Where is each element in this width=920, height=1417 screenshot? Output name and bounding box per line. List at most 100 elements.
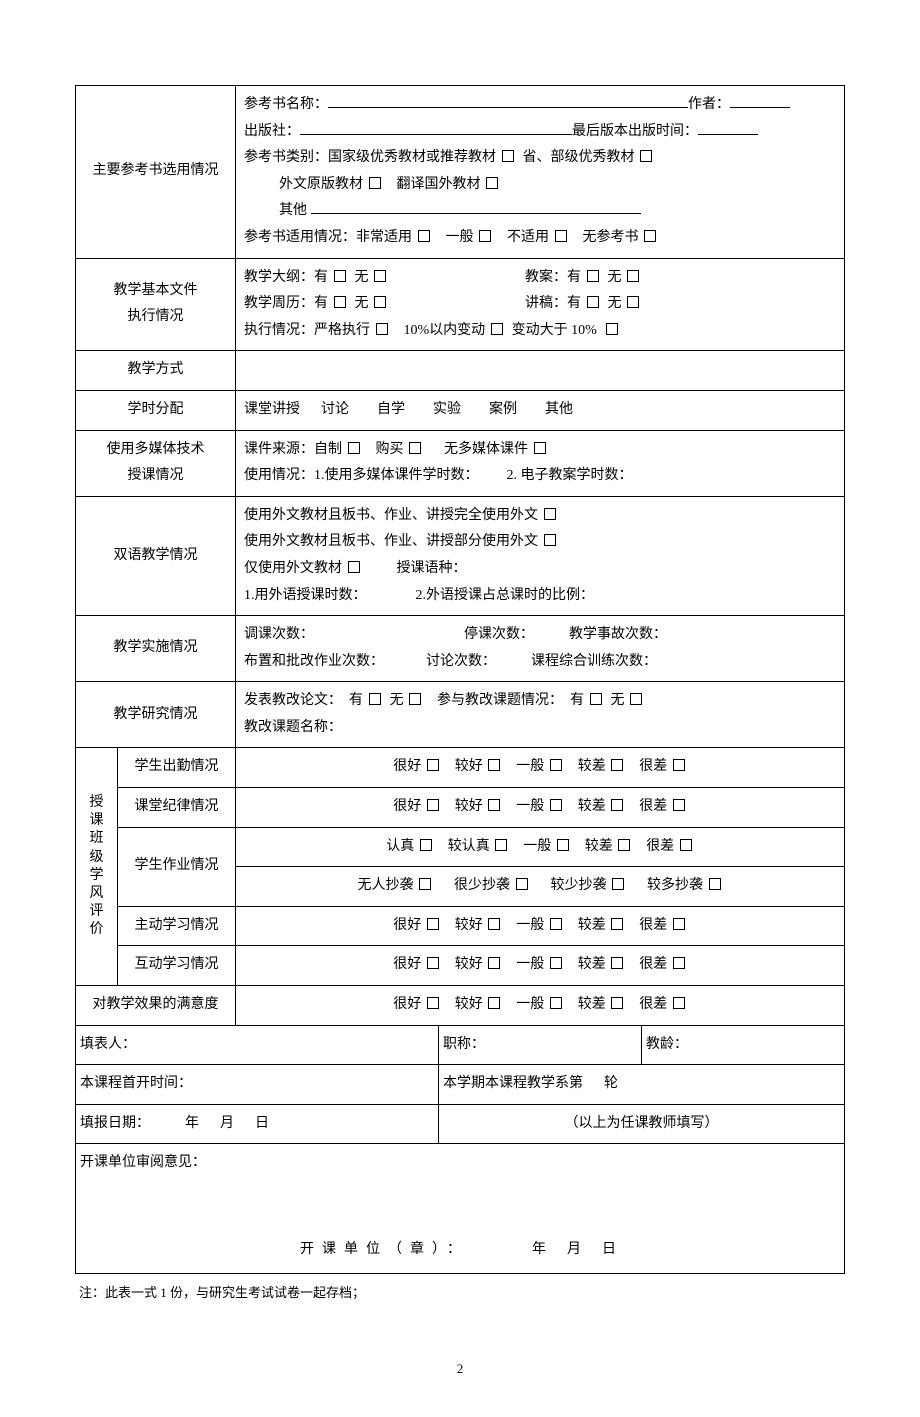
checkbox[interactable] xyxy=(334,296,346,308)
checkbox[interactable] xyxy=(374,296,386,308)
checkbox[interactable] xyxy=(488,918,500,930)
refbook-name-label: 参考书名称： xyxy=(244,97,328,112)
checkbox[interactable] xyxy=(418,230,430,242)
page-number: 2 xyxy=(75,1361,845,1377)
checkbox[interactable] xyxy=(611,997,623,1009)
hours-content: 课堂讲授 讨论 自学 实验 案例 其他 xyxy=(236,390,845,430)
refbook-name-line xyxy=(328,93,688,108)
checkbox[interactable] xyxy=(550,799,562,811)
checkbox[interactable] xyxy=(534,442,546,454)
checkbox[interactable] xyxy=(606,323,618,335)
checkbox[interactable] xyxy=(374,270,386,282)
checkbox[interactable] xyxy=(557,839,569,851)
review-cell: 开课单位审阅意见： 开课单位（章）： 年 月 日 xyxy=(76,1144,845,1274)
refbook-fit-label: 参考书适用情况：非常适用 xyxy=(244,230,412,245)
checkbox[interactable] xyxy=(427,799,439,811)
eval-inter-label: 互动学习情况 xyxy=(118,946,236,986)
refbook-author-line xyxy=(730,93,790,108)
refbook-pubtime-line xyxy=(698,119,758,134)
refbook-author-label: 作者： xyxy=(688,97,730,112)
checkbox[interactable] xyxy=(709,878,721,890)
eval-hw-opts1: 认真 较认真 一般 较差 很差 xyxy=(236,827,845,867)
checkbox[interactable] xyxy=(502,150,514,162)
checkbox[interactable] xyxy=(491,323,503,335)
checkbox[interactable] xyxy=(590,693,602,705)
checkbox[interactable] xyxy=(369,693,381,705)
docs-header: 教学基本文件执行情况 xyxy=(76,258,236,351)
eval-active-label: 主动学习情况 xyxy=(118,906,236,946)
checkbox[interactable] xyxy=(479,230,491,242)
checkbox[interactable] xyxy=(486,177,498,189)
checkbox[interactable] xyxy=(611,799,623,811)
checkbox[interactable] xyxy=(640,150,652,162)
checkbox[interactable] xyxy=(618,839,630,851)
hours-header: 学时分配 xyxy=(76,390,236,430)
checkbox[interactable] xyxy=(369,177,381,189)
checkbox[interactable] xyxy=(427,759,439,771)
checkbox[interactable] xyxy=(555,230,567,242)
checkbox[interactable] xyxy=(420,839,432,851)
checkbox[interactable] xyxy=(427,997,439,1009)
checkbox[interactable] xyxy=(427,957,439,969)
checkbox[interactable] xyxy=(627,270,639,282)
fill-date: 填报日期： 年 月 日 xyxy=(76,1104,439,1144)
checkbox[interactable] xyxy=(419,878,431,890)
biling-header: 双语教学情况 xyxy=(76,496,236,615)
checkbox[interactable] xyxy=(630,693,642,705)
checkbox[interactable] xyxy=(516,878,528,890)
refbook-cat-foreign: 外文原版教材 xyxy=(279,177,363,192)
checkbox[interactable] xyxy=(673,759,685,771)
checkbox[interactable] xyxy=(587,296,599,308)
checkbox[interactable] xyxy=(488,759,500,771)
form-table: 主要参考书选用情况 参考书名称：作者： 出版社：最后版本出版时间： 参考书类别：… xyxy=(75,85,845,1274)
checkbox[interactable] xyxy=(550,957,562,969)
eval-active-opts: 很好 较好 一般 较差 很差 xyxy=(236,906,845,946)
mm-content: 课件来源：自制 购买 无多媒体课件 使用情况：1.使用多媒体课件学时数： 2. … xyxy=(236,430,845,496)
checkbox[interactable] xyxy=(409,442,421,454)
sat-header: 对教学效果的满意度 xyxy=(76,986,236,1026)
checkbox[interactable] xyxy=(587,270,599,282)
checkbox[interactable] xyxy=(611,759,623,771)
checkbox[interactable] xyxy=(348,561,360,573)
checkbox[interactable] xyxy=(427,918,439,930)
impl-header: 教学实施情况 xyxy=(76,616,236,682)
checkbox[interactable] xyxy=(550,759,562,771)
checkbox[interactable] xyxy=(334,270,346,282)
checkbox[interactable] xyxy=(409,693,421,705)
refbook-content: 参考书名称：作者： 出版社：最后版本出版时间： 参考书类别：国家级优秀教材或推荐… xyxy=(236,86,845,259)
research-header: 教学研究情况 xyxy=(76,682,236,748)
eval-vheader: 授课班级学风评价 xyxy=(76,748,118,986)
mm-header: 使用多媒体技术授课情况 xyxy=(76,430,236,496)
checkbox[interactable] xyxy=(673,997,685,1009)
checkbox[interactable] xyxy=(680,839,692,851)
checkbox[interactable] xyxy=(673,957,685,969)
refbook-pub-line xyxy=(300,119,572,134)
checkbox[interactable] xyxy=(488,799,500,811)
refbook-cat-prov: 省、部级优秀教材 xyxy=(523,150,635,165)
method-content xyxy=(236,351,845,391)
eval-hw-opts2: 无人抄袭 很少抄袭 较少抄袭 较多抄袭 xyxy=(236,867,845,907)
checkbox[interactable] xyxy=(611,957,623,969)
checkbox[interactable] xyxy=(612,878,624,890)
eval-disc-opts: 很好 较好 一般 较差 很差 xyxy=(236,788,845,828)
eval-attend-label: 学生出勤情况 xyxy=(118,748,236,788)
impl-content: 调课次数：停课次数： 教学事故次数： 布置和批改作业次数： 讨论次数： 课程综合… xyxy=(236,616,845,682)
first-round: 本学期本课程教学系第 轮 xyxy=(439,1065,845,1105)
checkbox[interactable] xyxy=(611,918,623,930)
checkbox[interactable] xyxy=(627,296,639,308)
checkbox[interactable] xyxy=(376,323,388,335)
checkbox[interactable] xyxy=(488,997,500,1009)
checkbox[interactable] xyxy=(495,839,507,851)
checkbox[interactable] xyxy=(488,957,500,969)
checkbox[interactable] xyxy=(348,442,360,454)
review-stamp-label: 开课单位（章）： xyxy=(300,1242,469,1257)
filler-name: 填表人： xyxy=(76,1025,439,1065)
checkbox[interactable] xyxy=(550,918,562,930)
checkbox[interactable] xyxy=(673,918,685,930)
checkbox[interactable] xyxy=(673,799,685,811)
checkbox[interactable] xyxy=(544,508,556,520)
checkbox[interactable] xyxy=(550,997,562,1009)
checkbox[interactable] xyxy=(644,230,656,242)
checkbox[interactable] xyxy=(544,534,556,546)
refbook-other-line xyxy=(311,199,641,214)
